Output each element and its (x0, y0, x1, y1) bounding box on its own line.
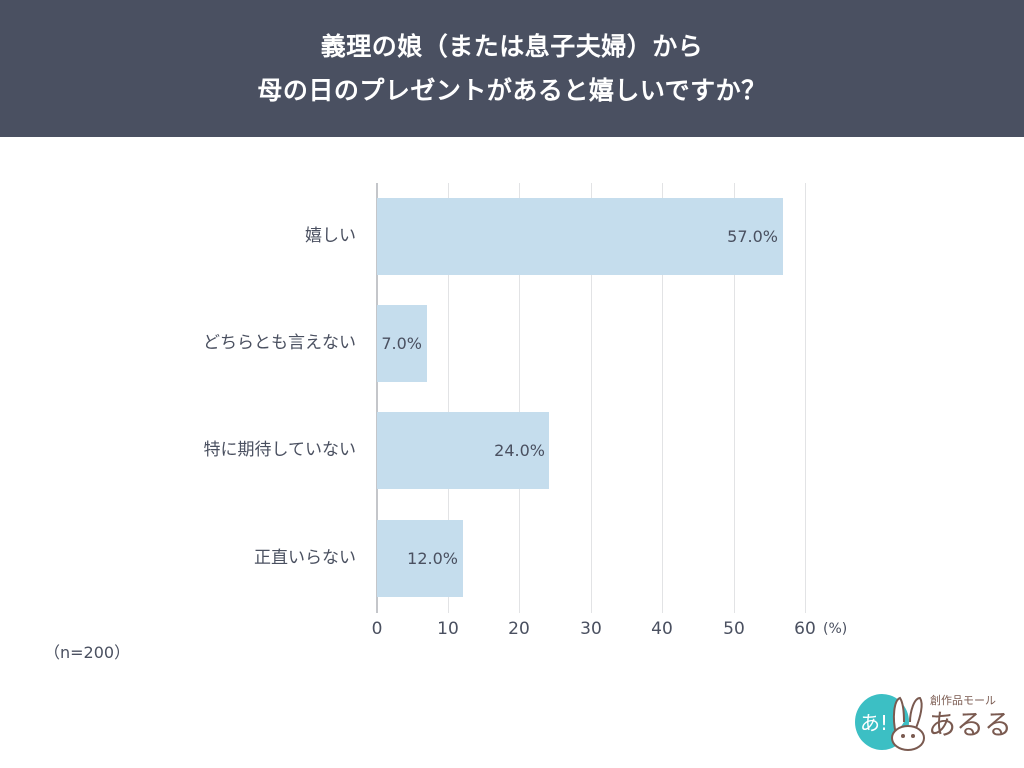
gridline-10 (448, 183, 449, 613)
x-tick: 60 (794, 619, 816, 639)
svg-text:あ!: あ! (860, 711, 888, 735)
value-label: 7.0% (381, 334, 422, 353)
category-label: 正直いらない (254, 548, 356, 568)
gridline-50 (734, 183, 735, 613)
gridline-20 (519, 183, 520, 613)
bar-dochiratomo (377, 305, 427, 382)
x-tick: 50 (723, 619, 745, 639)
svg-text:あるる: あるる (928, 708, 1012, 741)
gridline-40 (662, 183, 663, 613)
svg-text:創作品モール: 創作品モール (930, 693, 996, 707)
brand-logo: あ! 創作品モール あるる (852, 688, 1012, 752)
value-label: 24.0% (494, 441, 545, 460)
value-label: 57.0% (727, 227, 778, 246)
title-line-2: 母の日のプレゼントがあると嬉しいですか？ (257, 75, 767, 105)
category-label: どちらとも言えない (203, 333, 356, 353)
bar-shoujiki-iranai (377, 520, 463, 597)
chart-title-banner: 義理の娘（または息子夫婦）から 母の日のプレゼントがあると嬉しいですか？ (0, 0, 1024, 137)
sample-size-note: （n=200） (44, 643, 131, 662)
gridline-60 (805, 183, 806, 613)
category-label: 嬉しい (305, 226, 356, 246)
x-tick: 40 (651, 619, 673, 639)
rabbit-logo-icon: あ! 創作品モール あるる (855, 693, 1012, 751)
x-tick: 10 (437, 619, 459, 639)
category-label: 特に期待していない (203, 440, 357, 460)
x-tick: 30 (580, 619, 602, 639)
x-tick: 0 (371, 619, 383, 639)
gridline-30 (591, 183, 592, 613)
x-tick: 20 (508, 619, 530, 639)
bar-ureshii (377, 198, 783, 275)
title-line-1: 義理の娘（または息子夫婦）から (320, 31, 704, 61)
bar-tokuni-kitai (377, 412, 549, 489)
x-axis-unit: (%) (823, 621, 848, 637)
y-axis-line (376, 183, 378, 613)
value-label: 12.0% (407, 549, 458, 568)
